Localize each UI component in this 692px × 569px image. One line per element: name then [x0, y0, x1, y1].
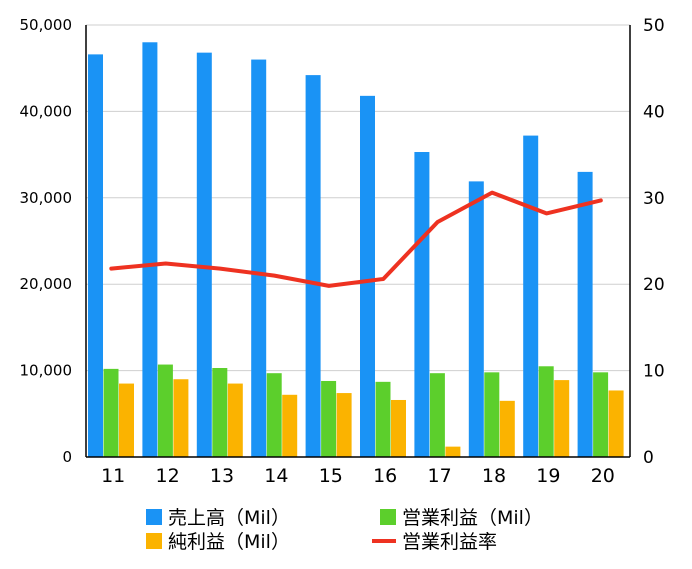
bar-net-income: [499, 400, 515, 457]
legend-item-operating-margin: 営業利益率: [372, 531, 497, 553]
bar-sales: [468, 181, 484, 457]
bar-operating-income: [538, 366, 554, 457]
y-right-tick-label: 0: [643, 448, 654, 468]
y-right-tick-label: 20: [643, 275, 665, 295]
x-tick-label: 14: [264, 465, 288, 487]
bar-sales: [577, 171, 593, 457]
y-right-tick-label: 30: [643, 189, 665, 209]
bar-net-income: [282, 394, 298, 457]
legend-swatch-sales: [146, 509, 162, 525]
x-tick-label: 20: [591, 465, 615, 487]
gridlines: [86, 24, 630, 372]
bar-operating-income: [157, 364, 173, 457]
legend-swatch-net-income: [146, 533, 162, 549]
bar-net-income: [227, 383, 243, 457]
bar-operating-income: [375, 381, 391, 457]
legend-label-operating-income: 営業利益（Mil）: [402, 507, 543, 529]
bar-net-income: [173, 379, 189, 457]
bar-net-income: [554, 380, 570, 457]
x-tick-label: 16: [373, 465, 397, 487]
y-left-tick-label: 20,000: [20, 275, 73, 293]
tick-labels: 0 10,000 20,000 30,000 40,000 50,000 0 10 20 30 40…: [20, 16, 665, 487]
x-tick-label: 18: [482, 465, 506, 487]
bar-sales: [305, 75, 321, 457]
y-right-tick-label: 50: [643, 16, 665, 36]
bar-operating-income: [321, 380, 337, 457]
bar-operating-income: [103, 368, 119, 457]
x-tick-label: 19: [536, 465, 560, 487]
bar-net-income: [336, 393, 352, 457]
legend: 売上高（Mil） 純利益（Mil） 営業利益（Mil） 営業利益率: [146, 507, 543, 553]
y-left-tick-label: 30,000: [20, 189, 73, 207]
bar-sales: [142, 42, 158, 457]
legend-item-operating-income: 営業利益（Mil）: [380, 507, 543, 529]
bar-operating-income: [266, 373, 282, 457]
y-left-tick-label: 40,000: [20, 102, 73, 120]
bars-layer: [88, 42, 624, 458]
bar-operating-income: [429, 373, 445, 457]
bar-net-income: [119, 383, 134, 457]
y-left-tick-label: 10,000: [20, 362, 73, 380]
line-layer: [109, 190, 603, 288]
bar-sales: [414, 152, 430, 457]
legend-item-net-income: 純利益（Mil）: [146, 531, 290, 553]
line-operating-margin: [109, 190, 603, 288]
x-tick-label: 13: [210, 465, 234, 487]
bar-operating-income: [212, 368, 228, 457]
bar-sales: [196, 52, 212, 457]
axes: [85, 25, 631, 458]
bar-net-income: [445, 446, 461, 457]
y-left-tick-label: 50,000: [20, 16, 73, 34]
legend-label-operating-margin: 営業利益率: [402, 531, 497, 553]
legend-item-sales: 売上高（Mil）: [146, 507, 290, 529]
bar-operating-income: [484, 372, 500, 457]
legend-label-sales: 売上高（Mil）: [168, 507, 290, 529]
bar-sales: [360, 95, 375, 458]
bar-sales: [523, 135, 539, 458]
bar-operating-income: [593, 372, 609, 457]
x-tick-label: 17: [428, 465, 452, 487]
x-tick-label: 12: [156, 465, 180, 487]
bar-sales: [251, 59, 267, 458]
bar-net-income: [391, 399, 406, 457]
legend-swatch-operating-income: [380, 509, 396, 525]
y-right-tick-label: 40: [643, 102, 665, 122]
legend-label-net-income: 純利益（Mil）: [168, 531, 290, 553]
y-left-tick-label: 0: [62, 448, 72, 466]
bar-net-income: [608, 390, 624, 457]
x-tick-label: 11: [101, 465, 125, 487]
x-tick-label: 15: [319, 465, 343, 487]
y-right-tick-label: 10: [643, 362, 665, 382]
bar-sales: [88, 54, 103, 457]
